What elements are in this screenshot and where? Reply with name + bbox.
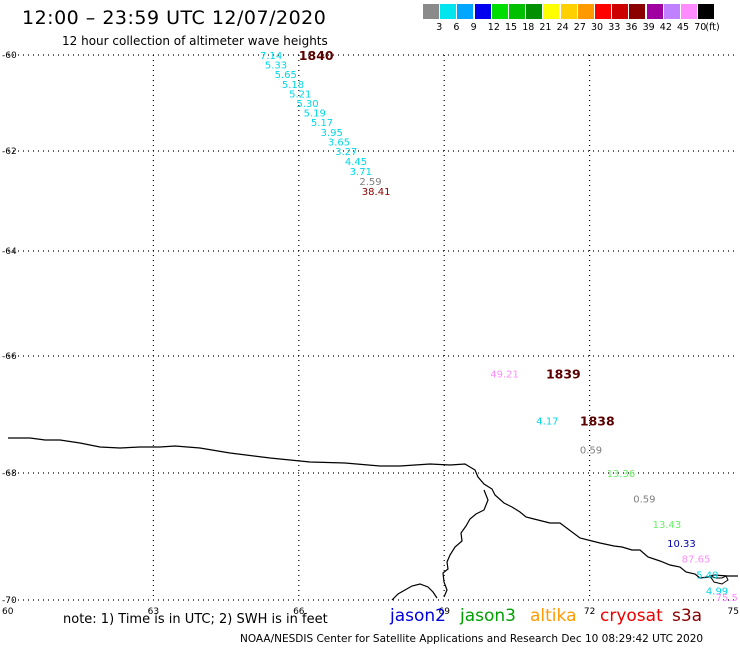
- wave-height-label: 5.49: [696, 571, 718, 582]
- legend-label: 21: [539, 22, 552, 33]
- wave-height-label: 38.41: [362, 187, 391, 198]
- wave-height-label: 75.5: [716, 593, 738, 604]
- legend-swatch: [474, 4, 491, 19]
- wave-height-label: 0.59: [580, 446, 602, 457]
- longitude-tick-label: 63: [148, 607, 159, 617]
- legend-swatch: [491, 4, 508, 19]
- legend-label: 42: [659, 22, 672, 33]
- wave-height-label: 5.19: [304, 109, 326, 120]
- legend-swatch: [577, 4, 594, 19]
- wave-height-label: 5.33: [265, 61, 287, 72]
- wave-height-label: 13.36: [607, 469, 636, 480]
- longitude-tick-label: 66: [293, 607, 305, 617]
- longitude-tick-label: 60: [2, 607, 14, 617]
- legend-swatch: [646, 4, 663, 19]
- longitude-tick-label: 72: [584, 607, 595, 617]
- legend-label: 45: [677, 22, 690, 33]
- legend-label: 39: [642, 22, 655, 33]
- wave-height-label: 3.95: [321, 128, 343, 139]
- map-subtitle: 12 hour collection of altimeter wave hei…: [62, 34, 328, 48]
- wave-height-label: 3.71: [350, 167, 372, 178]
- legend-swatch: [526, 4, 543, 19]
- legend-swatch: [423, 4, 439, 19]
- wave-height-label: 5.30: [296, 99, 318, 110]
- wave-height-label: 3.27: [335, 147, 357, 158]
- note-text: note: 1) Time is in UTC; 2) SWH is in fe…: [63, 612, 328, 627]
- legend-swatch: [543, 4, 560, 19]
- wave-height-observations: 7.145.335.655.185.215.305.195.173.953.65…: [260, 51, 738, 604]
- satellite-label: cryosat: [600, 606, 663, 626]
- legend-label: 30: [591, 22, 604, 33]
- legend-label: 36: [625, 22, 638, 33]
- wave-height-label: 5.65: [275, 70, 297, 81]
- wave-height-label: 10.33: [667, 539, 696, 550]
- axis-tick-labels: 60 63 66 69 72 75 -60 -62 -64 -66 -68 -70: [2, 51, 739, 617]
- antarctic-coastline: [8, 437, 738, 579]
- legend-swatch: [440, 4, 457, 19]
- track-id-label: 1839: [546, 367, 581, 382]
- wave-height-label: 13.43: [653, 520, 682, 531]
- legend-label: 27: [573, 22, 586, 33]
- inlet-coastline: [442, 489, 489, 598]
- latitude-tick-label: -64: [2, 247, 17, 257]
- legend-label: 15: [505, 22, 518, 33]
- track-id-label: 1838: [580, 413, 615, 428]
- latitude-tick-label: -68: [2, 469, 17, 479]
- map-title: 12:00 – 23:59 UTC 12/07/2020: [22, 7, 327, 29]
- wave-height-label: 2.59: [359, 177, 381, 188]
- legend-swatch: [509, 4, 525, 19]
- longitude-tick-label: 75: [728, 607, 739, 617]
- graticule: [8, 54, 735, 601]
- legend-swatch: [560, 4, 577, 19]
- wave-height-label: 5.17: [311, 118, 333, 129]
- wave-height-label: 87.65: [682, 555, 711, 566]
- wave-height-label: 3.65: [328, 137, 350, 148]
- island-coastline: [708, 575, 729, 585]
- satellite-label: jason2: [390, 606, 446, 626]
- latitude-tick-label: -62: [2, 147, 17, 157]
- wave-height-label: 4.45: [345, 157, 367, 168]
- legend-label: 9: [470, 22, 477, 33]
- legend-label: 18: [522, 22, 535, 33]
- legend-swatch: [629, 4, 646, 19]
- wave-height-label: 7.14: [260, 51, 282, 62]
- legend-label: 6: [453, 22, 460, 33]
- wave-height-label: 0.59: [633, 494, 655, 505]
- wave-height-label: 5.21: [289, 89, 311, 100]
- legend-unit: (ft): [705, 22, 720, 33]
- track-id-label: 1840: [299, 48, 334, 63]
- bay-coastline: [391, 583, 438, 601]
- satellite-label: altika: [530, 606, 577, 626]
- credit-text: NOAA/NESDIS Center for Satellite Applica…: [240, 633, 704, 645]
- wave-height-label: 4.17: [536, 416, 558, 427]
- legend-swatch: [595, 4, 611, 19]
- longitude-tick-label: 69: [438, 607, 450, 617]
- legend-label: 70: [694, 22, 707, 33]
- wave-height-label: 5.18: [282, 80, 304, 91]
- legend-label: 24: [556, 22, 569, 33]
- satellite-label: jason3: [460, 606, 516, 626]
- legend-swatch: [612, 4, 629, 19]
- satellite-label: s3a: [672, 606, 703, 626]
- legend-swatch: [457, 4, 474, 19]
- track-id-labels: 1840 1839 1838: [299, 48, 615, 428]
- wave-height-label: 4.99: [706, 586, 728, 597]
- wave-height-label: 49.21: [490, 370, 519, 381]
- latitude-tick-label: -60: [2, 51, 17, 61]
- legend-swatch: [663, 4, 680, 19]
- legend-label: 12: [487, 22, 500, 33]
- legend-swatch: [681, 4, 697, 19]
- latitude-tick-label: -70: [2, 596, 17, 606]
- legend-swatch: [698, 4, 715, 19]
- latitude-tick-label: -66: [2, 352, 17, 362]
- legend-label: 3: [436, 22, 443, 33]
- legend-label: 33: [608, 22, 621, 33]
